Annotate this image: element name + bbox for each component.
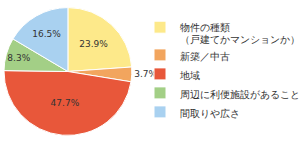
svg-text:地域: 地域 [179,70,200,81]
svg-text:47.7%: 47.7% [51,98,80,108]
svg-text:23.9%: 23.9% [79,39,108,49]
svg-text:物件の種類（戸建てかマンションか）: 物件の種類（戸建てかマンションか） [180,22,300,45]
svg-text:間取りや広さ: 間取りや広さ [180,108,240,119]
svg-text:16.5%: 16.5% [32,29,61,39]
svg-text:8.3%: 8.3% [7,53,30,63]
svg-text:周辺に利便施設があること: 周辺に利便施設があること [180,89,300,100]
svg-text:新築／中古: 新築／中古 [180,51,230,62]
svg-text:3.7%: 3.7% [134,69,158,80]
